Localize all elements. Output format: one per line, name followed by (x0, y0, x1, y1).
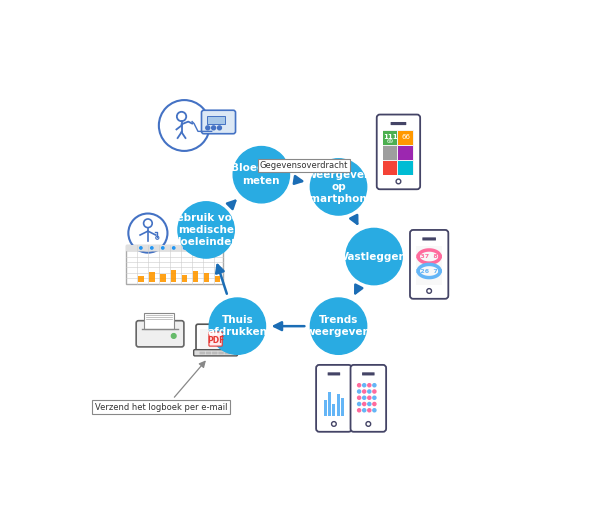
Circle shape (368, 402, 371, 405)
FancyBboxPatch shape (383, 130, 414, 175)
Text: Weergeven
op
smartphone: Weergeven op smartphone (303, 170, 374, 204)
Text: 69: 69 (386, 139, 394, 144)
FancyBboxPatch shape (362, 372, 374, 375)
Text: Gebruik voor
medische
doeleinden: Gebruik voor medische doeleinden (168, 212, 244, 247)
Circle shape (161, 247, 164, 249)
FancyBboxPatch shape (125, 245, 223, 251)
Circle shape (206, 126, 210, 130)
Circle shape (209, 298, 266, 354)
Circle shape (362, 409, 366, 412)
FancyBboxPatch shape (337, 394, 340, 416)
Text: Thuis
afdrukken: Thuis afdrukken (208, 315, 268, 337)
Circle shape (140, 247, 142, 249)
FancyBboxPatch shape (357, 380, 380, 418)
FancyBboxPatch shape (416, 245, 442, 284)
FancyBboxPatch shape (322, 380, 346, 418)
FancyBboxPatch shape (200, 352, 205, 355)
FancyBboxPatch shape (209, 332, 222, 346)
Text: 137  82: 137 82 (416, 254, 442, 259)
Circle shape (358, 390, 361, 393)
FancyBboxPatch shape (350, 365, 386, 432)
Text: Trends
weergeven: Trends weergeven (306, 315, 371, 337)
FancyBboxPatch shape (202, 110, 236, 134)
FancyBboxPatch shape (398, 132, 413, 145)
Circle shape (362, 396, 366, 399)
Circle shape (217, 247, 219, 249)
Text: 111: 111 (383, 134, 397, 140)
FancyBboxPatch shape (125, 245, 223, 284)
Circle shape (373, 402, 376, 405)
FancyBboxPatch shape (206, 352, 211, 355)
Circle shape (373, 409, 376, 412)
FancyBboxPatch shape (341, 398, 344, 416)
Circle shape (194, 247, 197, 249)
Circle shape (346, 229, 402, 284)
FancyBboxPatch shape (383, 132, 397, 145)
Circle shape (358, 409, 361, 412)
Text: 66: 66 (401, 134, 410, 140)
FancyBboxPatch shape (328, 372, 340, 375)
Circle shape (218, 126, 221, 130)
Text: Verzend het logboek per e-mail: Verzend het logboek per e-mail (95, 403, 227, 411)
Circle shape (362, 390, 366, 393)
Text: 126  79: 126 79 (416, 269, 442, 273)
FancyBboxPatch shape (391, 122, 406, 125)
FancyBboxPatch shape (215, 276, 220, 281)
Circle shape (362, 402, 366, 405)
FancyBboxPatch shape (182, 274, 187, 281)
Circle shape (233, 146, 290, 203)
FancyBboxPatch shape (332, 404, 335, 416)
FancyBboxPatch shape (149, 272, 155, 281)
Circle shape (368, 396, 371, 399)
Circle shape (362, 384, 366, 387)
FancyBboxPatch shape (200, 329, 231, 349)
FancyBboxPatch shape (410, 230, 448, 299)
Circle shape (358, 384, 361, 387)
FancyBboxPatch shape (316, 365, 352, 432)
Circle shape (178, 202, 234, 258)
Text: Vastleggen: Vastleggen (341, 251, 407, 262)
Circle shape (368, 384, 371, 387)
Circle shape (373, 396, 376, 399)
FancyBboxPatch shape (377, 114, 420, 189)
Text: PDF: PDF (207, 336, 224, 345)
Circle shape (368, 390, 371, 393)
FancyBboxPatch shape (398, 162, 413, 175)
FancyBboxPatch shape (422, 237, 436, 240)
FancyBboxPatch shape (218, 352, 224, 355)
FancyBboxPatch shape (212, 352, 218, 355)
Circle shape (368, 409, 371, 412)
Text: Gegevensoverdracht: Gegevensoverdracht (260, 161, 348, 170)
Circle shape (184, 247, 186, 249)
Circle shape (173, 247, 175, 249)
FancyBboxPatch shape (160, 274, 166, 281)
FancyBboxPatch shape (194, 350, 238, 356)
FancyBboxPatch shape (328, 392, 331, 416)
Circle shape (358, 402, 361, 405)
Circle shape (373, 384, 376, 387)
FancyBboxPatch shape (207, 116, 224, 124)
FancyBboxPatch shape (383, 162, 397, 175)
FancyBboxPatch shape (138, 276, 143, 281)
FancyBboxPatch shape (171, 270, 176, 281)
Circle shape (205, 247, 208, 249)
Circle shape (151, 247, 153, 249)
FancyBboxPatch shape (204, 273, 209, 281)
Circle shape (212, 126, 215, 130)
Circle shape (310, 159, 367, 215)
FancyBboxPatch shape (136, 321, 184, 347)
Circle shape (310, 298, 367, 354)
Text: Bloeddruk
meten: Bloeddruk meten (231, 164, 292, 186)
FancyBboxPatch shape (398, 146, 413, 160)
FancyBboxPatch shape (324, 400, 327, 416)
FancyBboxPatch shape (196, 324, 235, 354)
Circle shape (172, 334, 176, 338)
Circle shape (358, 396, 361, 399)
FancyBboxPatch shape (145, 313, 174, 329)
FancyBboxPatch shape (383, 146, 397, 160)
FancyBboxPatch shape (224, 352, 230, 355)
FancyBboxPatch shape (193, 271, 199, 281)
Circle shape (373, 390, 376, 393)
